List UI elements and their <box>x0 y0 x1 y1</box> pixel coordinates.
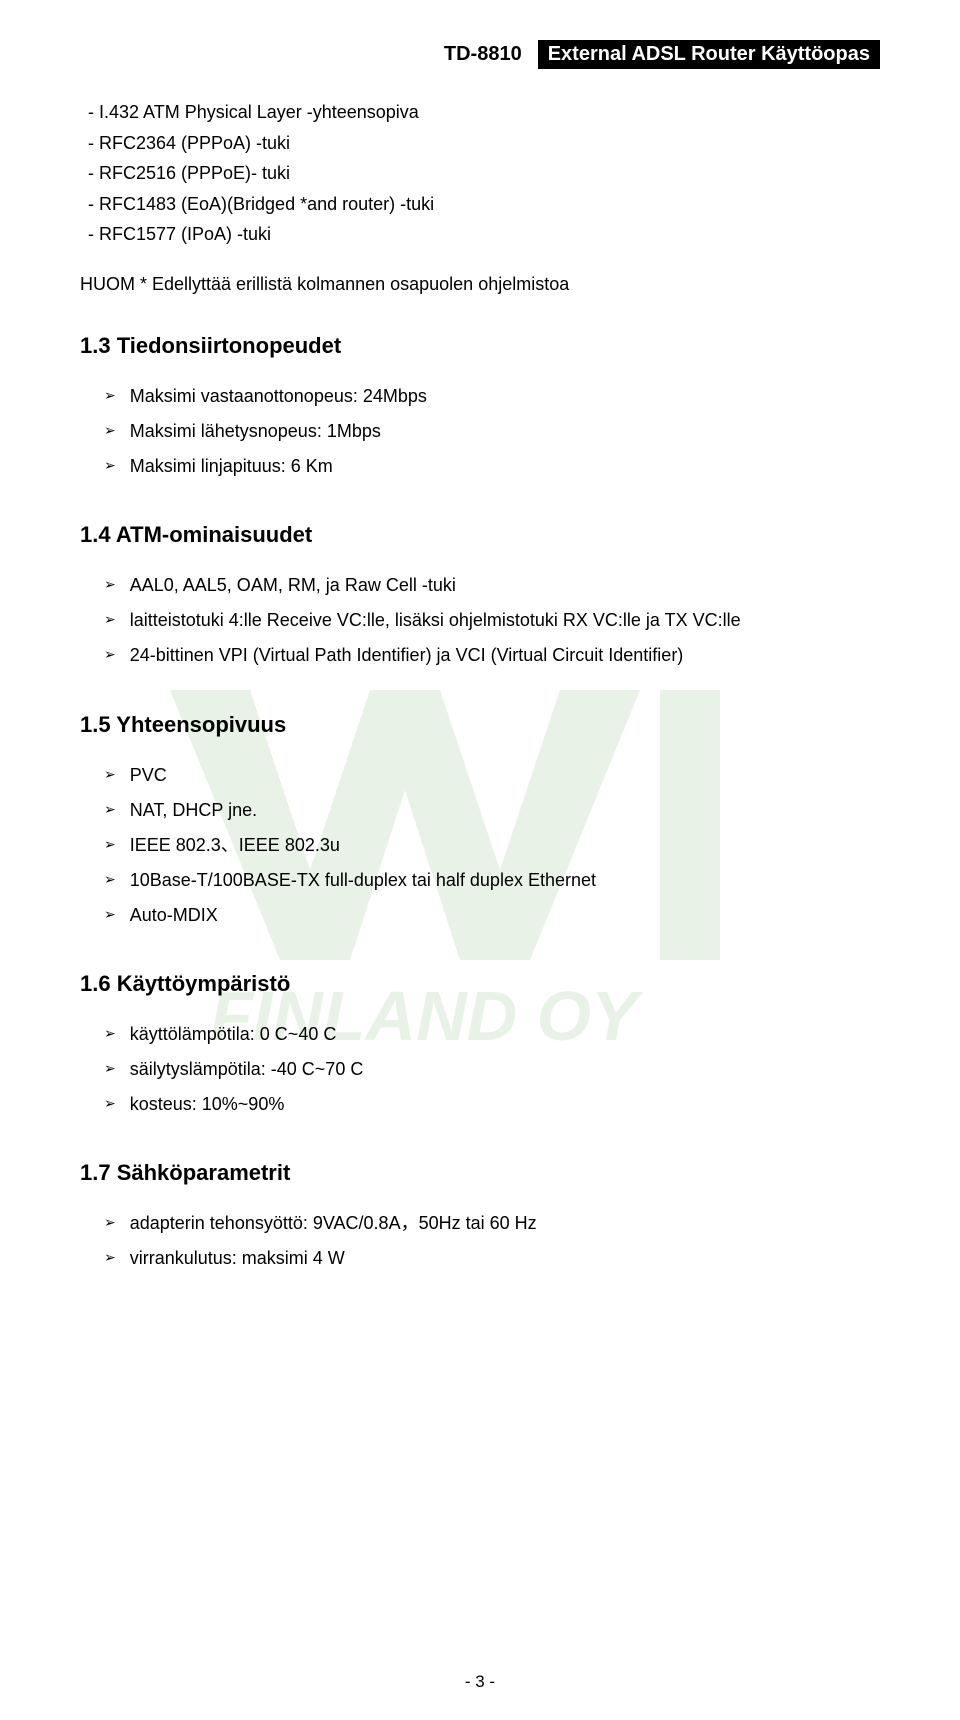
list-item: ➢ 10Base-T/100BASE-TX full-duplex tai hal… <box>104 863 880 898</box>
section-1-5: 1.5 Yhteensopivuus ➢ PVC ➢ NAT, DHCP jne. … <box>80 712 880 933</box>
section-1-7: 1.7 Sähköparametrit ➢ adapterin tehonsyöt… <box>80 1160 880 1276</box>
bullet-list: ➢ adapterin tehonsyöttö: 9VAC/0.8A，50Hz t… <box>104 1206 880 1276</box>
intro-list: - I.432 ATM Physical Layer -yhteensopiva… <box>88 97 880 250</box>
bullet-icon: ➢ <box>104 1241 116 1275</box>
section-1-3: 1.3 Tiedonsiirtonopeudet ➢ Maksimi vastaa… <box>80 333 880 484</box>
bullet-list: ➢AAL0, AAL5, OAM, RM, ja Raw Cell -tuki … <box>104 568 880 673</box>
list-item: ➢ Maksimi vastaanottonopeus: 24Mbps <box>104 379 880 414</box>
list-item-text: IEEE 802.3、IEEE 802.3u <box>130 828 340 863</box>
bullet-icon: ➢ <box>104 379 116 413</box>
header-model: TD-8810 <box>444 43 522 66</box>
list-item: ➢ Auto-MDIX <box>104 898 880 933</box>
section-heading: 1.4 ATM-ominaisuudet <box>80 522 880 548</box>
bullet-icon: ➢ <box>104 863 116 897</box>
list-item-text: Maksimi linjapituus: 6 Km <box>130 449 333 484</box>
bullet-list: ➢ PVC ➢ NAT, DHCP jne. ➢ IEEE 802.3、IEEE 80… <box>104 758 880 933</box>
intro-item: - RFC2516 (PPPoE)- tuki <box>88 158 880 189</box>
bullet-icon: ➢ <box>104 568 116 602</box>
section-1-6: 1.6 Käyttöympäristö ➢ käyttölämpötila: 0 … <box>80 971 880 1122</box>
list-item: ➢ AAL0, AAL5, OAM, RM, ja Raw Cell -tuki <box>104 568 880 603</box>
list-item-text: virrankulutus: maksimi 4 W <box>130 1241 345 1276</box>
list-item: ➢ virrankulutus: maksimi 4 W <box>104 1241 880 1276</box>
section-heading: 1.7 Sähköparametrit <box>80 1160 880 1186</box>
list-item-text: käyttölämpötila: 0 C~40 C <box>130 1017 337 1052</box>
section-heading: 1.5 Yhteensopivuus <box>80 712 880 738</box>
bullet-list: ➢ Maksimi vastaanottonopeus: 24Mbps ➢ Maks… <box>104 379 880 484</box>
list-item-text: Maksimi vastaanottonopeus: 24Mbps <box>130 379 427 414</box>
intro-item: - I.432 ATM Physical Layer -yhteensopiva <box>88 97 880 128</box>
bullet-icon: ➢ <box>104 898 116 932</box>
list-item: ➢ PVC <box>104 758 880 793</box>
list-item: ➢ Maksimi linjapituus: 6 Km <box>104 449 880 484</box>
list-item-text: säilytyslämpötila: -40 C~70 C <box>130 1052 364 1087</box>
bullet-icon: ➢ <box>104 828 116 862</box>
bullet-icon: ➢ <box>104 603 116 637</box>
list-item-text: Maksimi lähetysnopeus: 1Mbps <box>130 414 381 449</box>
list-item-text: 24-bittinen VPI (Virtual Path Identifier… <box>130 638 684 673</box>
list-item: ➢ Maksimi lähetysnopeus: 1Mbps <box>104 414 880 449</box>
bullet-icon: ➢ <box>104 1206 116 1240</box>
intro-item: - RFC1483 (EoA)(Bridged *and router) -tu… <box>88 189 880 220</box>
section-heading: 1.6 Käyttöympäristö <box>80 971 880 997</box>
bullet-icon: ➢ <box>104 1087 116 1121</box>
list-item: ➢ adapterin tehonsyöttö: 9VAC/0.8A，50Hz t… <box>104 1206 880 1241</box>
list-item: ➢ säilytyslämpötila: -40 C~70 C <box>104 1052 880 1087</box>
note-text: HUOM * Edellyttää erillistä kolmannen os… <box>80 274 880 295</box>
list-item: ➢ IEEE 802.3、IEEE 802.3u <box>104 828 880 863</box>
list-item: ➢ 24-bittinen VPI (Virtual Path Identifie… <box>104 638 880 673</box>
list-item-text: NAT, DHCP jne. <box>130 793 257 828</box>
list-item: ➢ NAT, DHCP jne. <box>104 793 880 828</box>
list-item-text: 10Base-T/100BASE-TX full-duplex tai half… <box>130 863 596 898</box>
page-content: TD-8810 External ADSL Router Käyttöopas … <box>0 0 960 1326</box>
section-1-4: 1.4 ATM-ominaisuudet ➢ AAL0, AAL5, OAM, R… <box>80 522 880 673</box>
bullet-icon: ➢ <box>104 758 116 792</box>
intro-item: - RFC2364 (PPPoA) -tuki <box>88 128 880 159</box>
header-title: External ADSL Router Käyttöopas <box>538 40 880 69</box>
bullet-icon: ➢ <box>104 638 116 672</box>
list-item-text: adapterin tehonsyöttö: 9VAC/0.8A，50Hz ta… <box>130 1206 537 1241</box>
list-item-text: kosteus: 10%~90% <box>130 1087 285 1122</box>
intro-item: - RFC1577 (IPoA) -tuki <box>88 219 880 250</box>
list-item-text: PVC <box>130 758 167 793</box>
section-heading: 1.3 Tiedonsiirtonopeudet <box>80 333 880 359</box>
list-item-text: Auto-MDIX <box>130 898 218 933</box>
list-item-text: laitteistotuki 4:lle Receive VC:lle, lis… <box>130 603 741 638</box>
list-item-text: AAL0, AAL5, OAM, RM, ja Raw Cell -tuki <box>130 568 456 603</box>
bullet-icon: ➢ <box>104 414 116 448</box>
bullet-list: ➢ käyttölämpötila: 0 C~40 C ➢ säilytyslämp… <box>104 1017 880 1122</box>
page-footer: - 3 - <box>0 1672 960 1692</box>
list-item: ➢ laitteistotuki 4:lle Receive VC:lle, li… <box>104 603 880 638</box>
list-item: ➢ käyttölämpötila: 0 C~40 C <box>104 1017 880 1052</box>
page-header: TD-8810 External ADSL Router Käyttöopas <box>80 40 880 69</box>
bullet-icon: ➢ <box>104 1017 116 1051</box>
bullet-icon: ➢ <box>104 449 116 483</box>
bullet-icon: ➢ <box>104 793 116 827</box>
list-item: ➢ kosteus: 10%~90% <box>104 1087 880 1122</box>
bullet-icon: ➢ <box>104 1052 116 1086</box>
